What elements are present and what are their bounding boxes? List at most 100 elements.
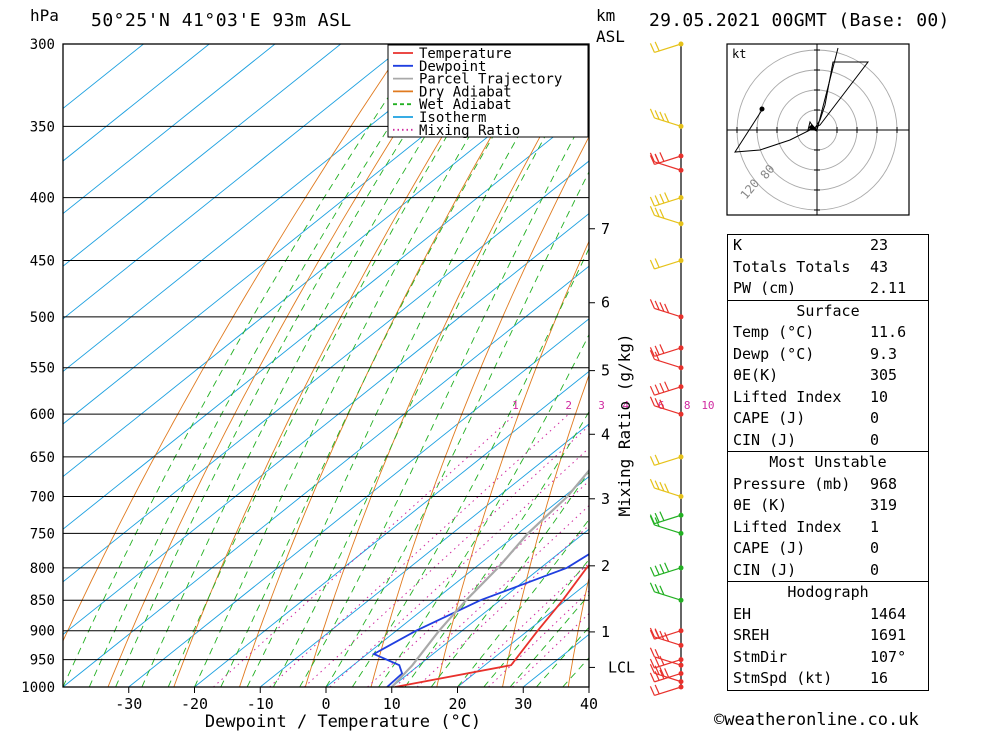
unstable-row: CIN (J)0: [728, 560, 928, 582]
pressure-tick-label: 750: [30, 526, 55, 542]
isotherm-line: [0, 44, 604, 687]
surface-row: Dewp (°C) 9.3: [728, 344, 928, 366]
unstable-value: 968: [870, 474, 922, 496]
pressure-tick-label: 850: [30, 593, 55, 609]
general-value: 43: [870, 257, 922, 279]
height-tick-label: 4: [601, 425, 610, 443]
unstable-label: CIN (J): [733, 560, 796, 582]
wind-barb: [650, 350, 683, 370]
credit-text: ©weatheronline.co.uk: [714, 710, 919, 730]
surface-row: CAPE (J)0: [728, 408, 928, 430]
wind-barb: [650, 382, 683, 396]
temperature-tick-label: 10: [383, 695, 401, 713]
wet-adiabat-line: [89, 44, 443, 687]
height-tick-label: 6: [601, 294, 610, 312]
surface-label: Lifted Index: [733, 387, 841, 409]
height-tick-label: LCL: [608, 658, 635, 676]
surface-value: 9.3: [870, 344, 922, 366]
isotherm-line: [0, 44, 144, 687]
wind-barb: [650, 193, 683, 207]
hodograph-row: StmSpd (kt) 16: [728, 668, 928, 690]
pressure-tick-label: 350: [30, 119, 55, 135]
wind-barb: [650, 668, 683, 682]
surface-row: CIN (J)0: [728, 430, 928, 452]
height-tick-label: 5: [601, 362, 610, 380]
hodograph-label: SREH: [733, 625, 769, 647]
wet-adiabat-line: [221, 44, 548, 687]
wet-adiabat-line: [379, 44, 732, 687]
hodograph-value: 1464: [870, 604, 922, 626]
wind-barb: [650, 109, 683, 129]
pressure-tick-label: 500: [30, 310, 55, 326]
temperature-tick-label: 40: [580, 695, 598, 713]
mixing-ratio-label: 3: [598, 399, 605, 412]
temperature-tick-label: -30: [115, 695, 142, 713]
hodograph-value: 16: [870, 668, 922, 690]
mixing-ratio-label: 8: [684, 399, 691, 412]
hodograph-unit: kt: [732, 47, 746, 61]
general-label: Totals Totals: [733, 257, 850, 279]
unstable-label: Lifted Index: [733, 517, 841, 539]
wind-barb: [650, 206, 683, 226]
unstable-label: Pressure (mb): [733, 474, 850, 496]
wind-barb: [650, 42, 683, 53]
wind-barb: [650, 258, 683, 269]
isotherm-line: [0, 44, 538, 687]
pressure-tick-label: 300: [30, 37, 55, 53]
unstable-value: 0: [870, 538, 922, 560]
unstable-label: θE (K): [733, 495, 787, 517]
pressure-tick-label: 400: [30, 191, 55, 207]
wind-barb: [650, 454, 683, 465]
pressure-tick-label: 800: [30, 561, 55, 577]
legend-label: Mixing Ratio: [419, 123, 520, 139]
general-row: Totals Totals 43: [728, 257, 928, 279]
unstable-value: 1: [870, 517, 922, 539]
mixing-ratio-line: [458, 414, 746, 687]
hodograph-label: StmSpd (kt): [733, 668, 832, 690]
mixing-ratio-line: [330, 414, 626, 687]
surface-value: 305: [870, 365, 922, 387]
unstable-row: CAPE (J) 0: [728, 538, 928, 560]
surface-label: Dewp (°C): [733, 344, 814, 366]
height-tick-label: 2: [601, 557, 610, 575]
wet-adiabat-line: [168, 44, 503, 687]
mixing-ratio-label: 10: [701, 399, 714, 412]
wind-barb: [650, 479, 683, 499]
wet-adiabat-line: [116, 44, 463, 687]
pressure-tick-label: 650: [30, 450, 55, 466]
hpa-unit-label: hPa: [30, 6, 59, 25]
datetime-title: 29.05.2021 00GMT (Base: 00): [649, 10, 950, 31]
surface-value: 0: [870, 430, 922, 452]
wet-adiabat-line: [247, 44, 571, 687]
surface-value: 11.6: [870, 322, 922, 344]
wet-adiabat-line: [405, 44, 778, 687]
hodograph-label: StmDir: [733, 647, 787, 669]
isotherm-line: [0, 44, 407, 687]
unstable-label: CAPE (J): [733, 538, 805, 560]
height-tick-label: 1: [601, 623, 610, 641]
pressure-tick-label: 950: [30, 653, 55, 669]
general-value: 23: [870, 235, 922, 257]
pressure-tick-label: 700: [30, 490, 55, 506]
wind-barb: [650, 397, 683, 417]
wet-adiabat-line: [352, 44, 691, 687]
wet-adiabat-line: [142, 44, 483, 687]
surface-value: 10: [870, 387, 922, 409]
surface-row: Temp (°C)11.6: [728, 322, 928, 344]
unstable-row: Lifted Index 1: [728, 517, 928, 539]
plot-frame: [63, 44, 589, 687]
height-tick-label: 7: [601, 220, 610, 238]
pressure-tick-label: 600: [30, 407, 55, 423]
pressure-tick-label: 1000: [21, 680, 55, 696]
general-label: K: [733, 235, 742, 257]
temperature-tick-label: 30: [514, 695, 532, 713]
wet-adiabat-line: [300, 44, 625, 687]
unstable-row: θE (K)319: [728, 495, 928, 517]
surface-row: θE(K)305: [728, 365, 928, 387]
mixing-ratio-axis-label: Mixing Ratio (g/kg): [615, 333, 634, 516]
location-title: 50°25'N 41°03'E 93m ASL: [91, 10, 352, 31]
